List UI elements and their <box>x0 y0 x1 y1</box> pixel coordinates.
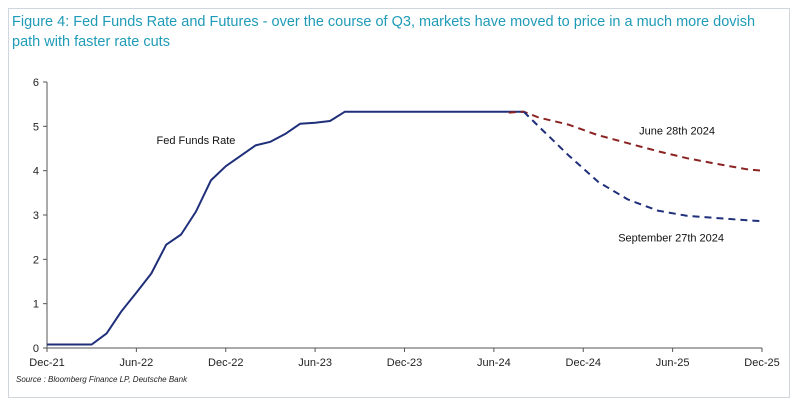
y-tick-label: 3 <box>33 210 39 222</box>
x-tick-label: Dec-24 <box>566 357 601 369</box>
x-tick-label: Jun-22 <box>120 357 154 369</box>
chart-axes: 0 1 2 3 4 5 6 Dec-21 Jun-22 Dec-22 Jun-23 Dec-23 Jun… <box>29 77 779 369</box>
chart-title: Figure 4: Fed Funds Rate and Futures - o… <box>12 14 756 50</box>
x-tick-label: Dec-23 <box>387 357 422 369</box>
y-tick-label: 6 <box>33 77 39 89</box>
y-tick-label: 4 <box>33 166 39 178</box>
chart-annotations: Fed Funds Rate June 28th 2024 September 27… <box>157 125 725 244</box>
series-line-fed-funds-rate <box>47 110 524 346</box>
x-tick-label: Dec-22 <box>208 357 243 369</box>
annotation-label: Fed Funds Rate <box>157 135 236 147</box>
x-tick-label: Jun-24 <box>477 357 511 369</box>
y-tick-label: 5 <box>33 121 39 133</box>
annotation-label: June 28th 2024 <box>639 125 715 137</box>
y-tick-label: 0 <box>33 343 39 355</box>
annotation-label: September 27th 2024 <box>618 233 724 245</box>
chart-series <box>47 110 763 346</box>
series-line-september-27th-2024 <box>523 110 763 223</box>
x-tick-label: Dec-21 <box>29 357 64 369</box>
chart-frame <box>8 8 790 398</box>
y-tick-label: 1 <box>33 299 39 311</box>
y-tick-label: 2 <box>33 254 39 266</box>
x-tick-label: Jun-25 <box>656 357 690 369</box>
x-tick-label: Dec-25 <box>744 357 779 369</box>
x-tick-label: Jun-23 <box>298 357 332 369</box>
source-note: Source : Bloomberg Finance LP, Deutsche … <box>16 375 188 384</box>
series-line-june-28th-2024 <box>508 110 763 172</box>
